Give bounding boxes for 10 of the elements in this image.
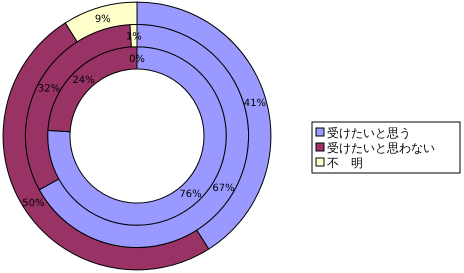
legend-label: 不 明	[327, 156, 363, 170]
legend-label: 受けたいと思わない	[327, 141, 435, 155]
legend-label: 受けたいと思う	[327, 126, 411, 140]
data-label: 41%	[244, 98, 266, 109]
data-label: 76%	[179, 188, 202, 200]
data-label: 24%	[72, 75, 95, 86]
data-label: 67%	[212, 183, 235, 194]
data-label: 32%	[38, 84, 60, 95]
data-label: 9%	[94, 14, 111, 26]
data-label: 50%	[22, 198, 44, 209]
